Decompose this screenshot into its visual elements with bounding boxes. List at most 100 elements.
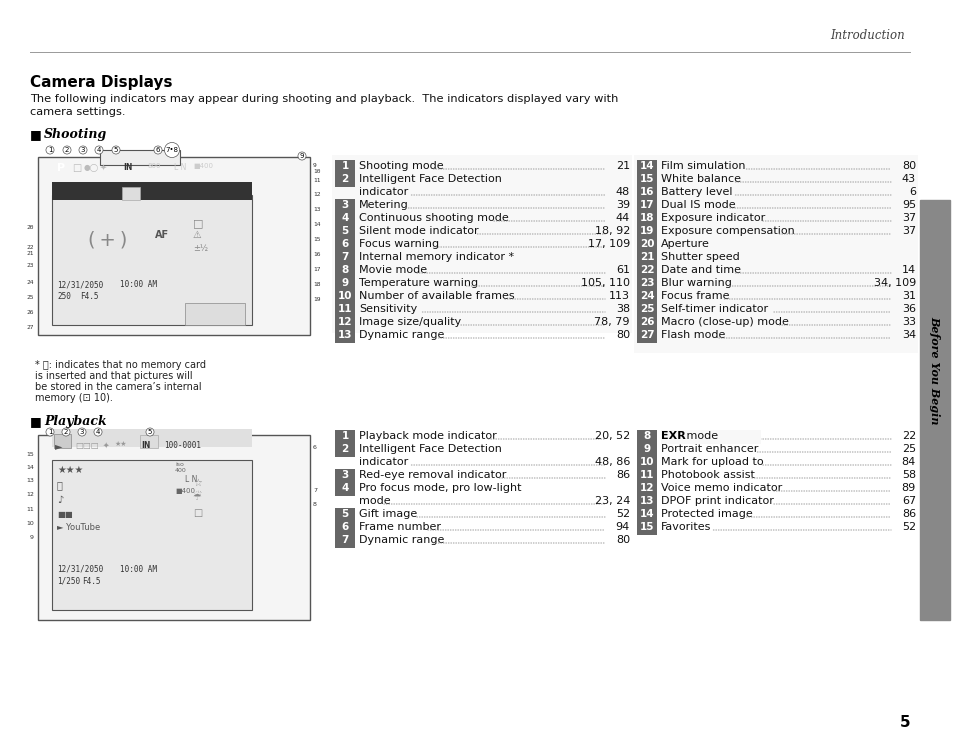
Text: 27: 27 bbox=[639, 330, 654, 340]
Text: ★★★: ★★★ bbox=[57, 465, 83, 475]
Bar bbox=[637, 238, 657, 252]
Text: 11: 11 bbox=[337, 304, 352, 314]
Bar bbox=[122, 187, 140, 200]
Bar bbox=[54, 434, 71, 448]
Text: 8: 8 bbox=[313, 502, 316, 507]
Text: Image size/quality: Image size/quality bbox=[358, 317, 460, 327]
Text: 5: 5 bbox=[341, 226, 348, 236]
Bar bbox=[335, 316, 355, 330]
Text: 95: 95 bbox=[901, 200, 915, 210]
Text: 7•8: 7•8 bbox=[165, 147, 178, 153]
Text: Camera Displays: Camera Displays bbox=[30, 75, 172, 90]
Text: 15: 15 bbox=[27, 452, 34, 457]
Bar bbox=[335, 264, 355, 278]
Text: Film simulation: Film simulation bbox=[660, 161, 744, 171]
Text: 3: 3 bbox=[80, 429, 84, 435]
Text: ★★: ★★ bbox=[115, 441, 128, 447]
Text: 43: 43 bbox=[901, 174, 915, 184]
Text: 44: 44 bbox=[615, 213, 629, 223]
Text: 89: 89 bbox=[901, 483, 915, 493]
Text: 800: 800 bbox=[148, 163, 161, 169]
Text: 1: 1 bbox=[48, 147, 52, 153]
Text: ✦: ✦ bbox=[103, 441, 110, 450]
Text: 9: 9 bbox=[341, 278, 348, 288]
Text: IN: IN bbox=[123, 163, 132, 172]
Text: ► YouTube: ► YouTube bbox=[57, 523, 100, 532]
Text: 14: 14 bbox=[639, 161, 654, 171]
Text: 12: 12 bbox=[639, 483, 654, 493]
Bar bbox=[335, 225, 355, 239]
Text: 13: 13 bbox=[639, 496, 654, 506]
Text: 5: 5 bbox=[113, 147, 118, 153]
Text: 78, 79: 78, 79 bbox=[594, 317, 629, 327]
Text: 48: 48 bbox=[615, 187, 629, 197]
Bar bbox=[335, 534, 355, 548]
Text: 14: 14 bbox=[639, 509, 654, 519]
Bar bbox=[335, 303, 355, 317]
Text: L N: L N bbox=[185, 475, 197, 484]
Bar bbox=[637, 495, 657, 509]
Text: 18, 92: 18, 92 bbox=[594, 226, 629, 236]
Text: 12: 12 bbox=[337, 317, 352, 327]
Text: 10: 10 bbox=[337, 291, 352, 301]
Bar bbox=[637, 521, 657, 535]
Bar bbox=[335, 329, 355, 343]
Text: ►: ► bbox=[55, 441, 63, 451]
Bar bbox=[38, 157, 310, 335]
Text: EXR mode: EXR mode bbox=[660, 431, 718, 441]
Text: Introduction: Introduction bbox=[829, 29, 904, 42]
Bar bbox=[52, 460, 252, 610]
Text: 4: 4 bbox=[341, 213, 349, 223]
Bar bbox=[332, 155, 631, 333]
Text: 25: 25 bbox=[27, 295, 34, 300]
Text: indicator: indicator bbox=[358, 457, 408, 467]
Bar bbox=[335, 508, 355, 522]
Text: 7: 7 bbox=[341, 535, 349, 545]
Text: 18: 18 bbox=[313, 282, 320, 287]
Text: 1/250: 1/250 bbox=[57, 577, 80, 586]
Text: Blur warning: Blur warning bbox=[660, 278, 731, 288]
Text: 80: 80 bbox=[616, 330, 629, 340]
Text: ■■: ■■ bbox=[57, 510, 72, 519]
Text: ■400: ■400 bbox=[193, 163, 213, 169]
Text: 58: 58 bbox=[901, 470, 915, 480]
Bar bbox=[52, 182, 252, 200]
Text: 61: 61 bbox=[616, 265, 629, 275]
Text: 15: 15 bbox=[639, 174, 654, 184]
Text: Before You Begin: Before You Begin bbox=[928, 316, 940, 424]
Text: * ⓘ: indicates that no memory card: * ⓘ: indicates that no memory card bbox=[35, 360, 206, 370]
Bar bbox=[140, 435, 158, 448]
Text: 20: 20 bbox=[639, 239, 654, 249]
Text: Date and time: Date and time bbox=[660, 265, 740, 275]
Text: 13: 13 bbox=[313, 207, 320, 212]
Bar bbox=[637, 225, 657, 239]
Text: 3: 3 bbox=[81, 147, 85, 153]
Text: 22
21: 22 21 bbox=[27, 245, 34, 256]
Text: 25: 25 bbox=[901, 444, 915, 454]
Text: AF: AF bbox=[154, 230, 169, 240]
Text: Sensitivity: Sensitivity bbox=[358, 304, 416, 314]
Text: Flash mode: Flash mode bbox=[660, 330, 724, 340]
Text: 80: 80 bbox=[616, 535, 629, 545]
Bar bbox=[919, 200, 949, 620]
Text: 8: 8 bbox=[642, 431, 650, 441]
Text: 48, 86: 48, 86 bbox=[594, 457, 629, 467]
Text: 7: 7 bbox=[313, 488, 316, 493]
Text: □: □ bbox=[71, 163, 81, 173]
Text: 17: 17 bbox=[639, 200, 654, 210]
Text: 21: 21 bbox=[639, 252, 654, 262]
Text: 23: 23 bbox=[27, 263, 34, 268]
Bar bbox=[637, 316, 657, 330]
Text: 26: 26 bbox=[27, 310, 34, 315]
Text: 11: 11 bbox=[639, 470, 654, 480]
Bar bbox=[637, 160, 657, 174]
Text: 6: 6 bbox=[341, 239, 348, 249]
Text: 6: 6 bbox=[155, 147, 160, 153]
Text: 67: 67 bbox=[901, 496, 915, 506]
Text: 20: 20 bbox=[27, 225, 34, 230]
Text: 2: 2 bbox=[65, 147, 70, 153]
Text: Shutter speed: Shutter speed bbox=[660, 252, 739, 262]
Text: 5: 5 bbox=[148, 429, 152, 435]
Text: 14: 14 bbox=[901, 265, 915, 275]
Text: L N: L N bbox=[173, 163, 186, 172]
